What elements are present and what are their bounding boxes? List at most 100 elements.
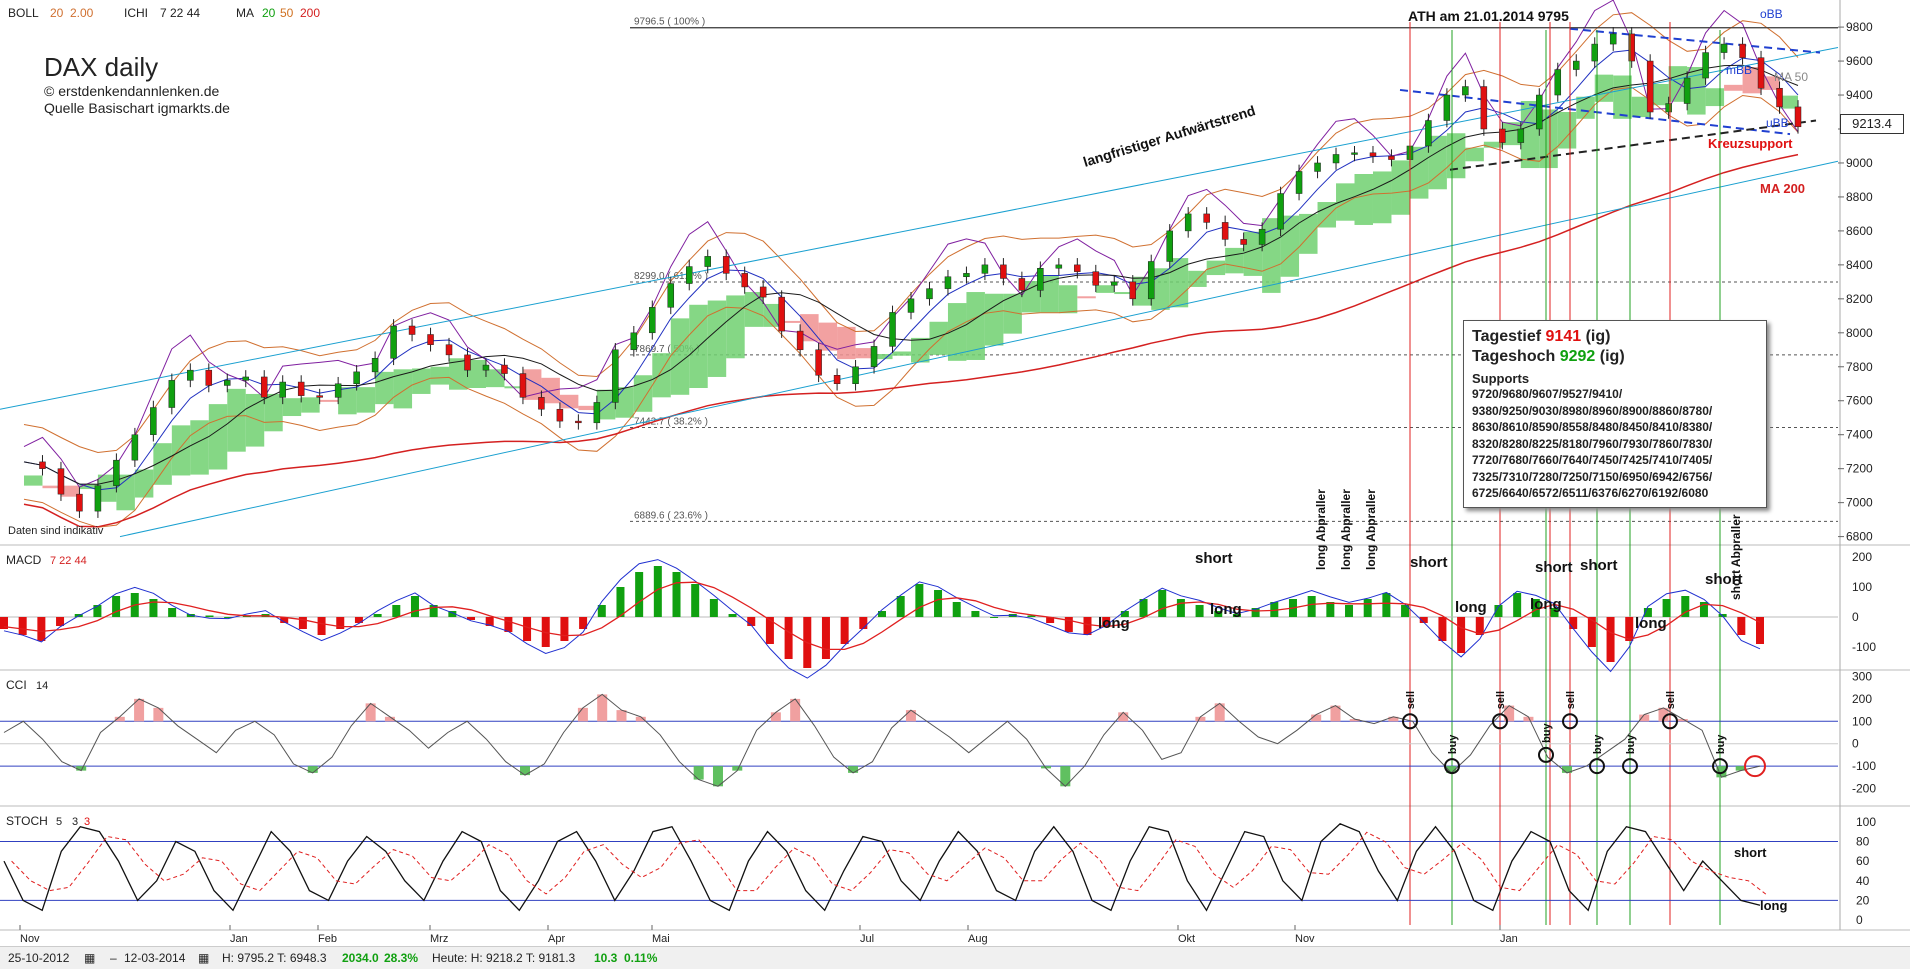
footer-stats-pct: 28.3% bbox=[384, 951, 419, 965]
ichimoku-cloud-segment bbox=[1391, 160, 1410, 215]
footer-today-pct: 0.11% bbox=[624, 951, 658, 965]
candle-body bbox=[1037, 268, 1044, 291]
ichimoku-cloud-segment bbox=[1650, 83, 1669, 106]
macd-histogram-bar bbox=[653, 566, 662, 617]
candle-body bbox=[1794, 106, 1802, 128]
ichimoku-cloud-segment bbox=[1705, 88, 1725, 107]
macd-histogram-bar bbox=[149, 599, 158, 617]
calendar-from-icon[interactable]: ▦ bbox=[84, 951, 96, 965]
candle-body bbox=[1295, 171, 1303, 194]
macd-histogram-bar bbox=[1401, 605, 1410, 617]
candle-body bbox=[94, 485, 102, 512]
ichimoku-cloud-segment bbox=[1409, 146, 1429, 199]
ichimoku-cloud-segment bbox=[134, 469, 154, 498]
ichimoku-cloud-segment bbox=[522, 369, 542, 400]
stoch-tick-label: 60 bbox=[1856, 854, 1870, 868]
macd-histogram-bar bbox=[635, 572, 644, 617]
macd-histogram-bar bbox=[1139, 599, 1148, 617]
candle-body bbox=[1074, 264, 1081, 272]
x-tick-label: Jul bbox=[860, 933, 874, 945]
sell-label: sell bbox=[1405, 691, 1417, 709]
candle-body bbox=[1702, 52, 1709, 79]
cci-overbought-area bbox=[1195, 716, 1206, 722]
legend-ichi-p: 7 22 44 bbox=[160, 6, 200, 20]
macd-histogram-bar bbox=[298, 617, 307, 629]
macd-histogram-bar bbox=[1457, 617, 1466, 653]
cci-overbought-area bbox=[1388, 716, 1399, 722]
ichimoku-cloud-segment bbox=[42, 485, 61, 489]
y-tick-label: 7800 bbox=[1846, 360, 1873, 374]
candle-body bbox=[205, 369, 213, 386]
macd-title: MACD bbox=[6, 553, 42, 567]
macd-histogram-bar bbox=[1569, 617, 1578, 629]
cci-oversold-area bbox=[693, 766, 704, 780]
chart-title-block: DAX daily © erstdenkendannlenken.de Quel… bbox=[44, 52, 230, 117]
macd-histogram-bar bbox=[205, 615, 214, 617]
candle-body bbox=[593, 402, 601, 424]
macd-histogram-bar bbox=[1382, 593, 1391, 617]
candle-body bbox=[1443, 94, 1451, 121]
candle-body bbox=[1665, 103, 1672, 113]
stoch-tick-label: 100 bbox=[1856, 815, 1876, 829]
legend-ma-p2: 50 bbox=[280, 6, 294, 20]
legend-ichi: ICHI bbox=[124, 6, 148, 20]
chart-title: DAX daily bbox=[44, 52, 159, 82]
candle-body bbox=[1388, 155, 1395, 160]
macd-histogram-bar bbox=[1681, 596, 1690, 617]
macd-signal-label: long bbox=[1210, 601, 1242, 618]
macd-histogram-bar bbox=[728, 614, 737, 617]
candle-body bbox=[1369, 152, 1377, 157]
ichimoku-cloud-segment bbox=[1114, 292, 1133, 295]
ichimoku-cloud-segment bbox=[319, 399, 339, 402]
candle-body bbox=[334, 383, 342, 398]
calendar-to-icon[interactable]: ▦ bbox=[198, 951, 210, 965]
ichimoku-cloud-segment bbox=[892, 351, 911, 356]
candle-body bbox=[630, 332, 638, 351]
ichimoku-cloud-segment bbox=[1206, 260, 1226, 276]
candle-body bbox=[242, 376, 249, 381]
y-tick-label: 8400 bbox=[1846, 258, 1873, 272]
macd-histogram-bar bbox=[1737, 617, 1746, 635]
ichimoku-cloud-segment bbox=[929, 321, 948, 355]
macd-histogram-bar bbox=[1363, 599, 1372, 617]
cci-overbought-area bbox=[577, 707, 588, 722]
macd-histogram-bar bbox=[1550, 608, 1559, 617]
macd-histogram-bar bbox=[934, 590, 943, 617]
footer-stats: H: 9795.2 T: 6948.3 bbox=[222, 951, 327, 965]
candle-body bbox=[778, 296, 785, 332]
macd-histogram-bar bbox=[1643, 608, 1652, 617]
candle-body bbox=[796, 330, 804, 351]
macd-histogram-bar bbox=[859, 617, 868, 629]
cci-overbought-area bbox=[597, 694, 608, 722]
ichimoku-cloud-segment bbox=[855, 348, 875, 359]
tagestief-row: Tagestief 9141 (ig) bbox=[1472, 327, 1758, 347]
ichimoku-cloud-segment bbox=[1668, 66, 1688, 102]
candle-body bbox=[1739, 43, 1746, 58]
candle-body bbox=[57, 468, 65, 495]
cci-overbought-area bbox=[1504, 705, 1515, 722]
y-tick-label: 8000 bbox=[1846, 326, 1873, 340]
cci-overbought-area bbox=[1523, 716, 1534, 722]
x-tick-label: Apr bbox=[548, 933, 565, 945]
stoch-tick-label: 80 bbox=[1856, 834, 1870, 848]
candle-body bbox=[1646, 60, 1654, 113]
candle-body bbox=[1092, 271, 1100, 286]
candle-body bbox=[76, 493, 83, 512]
ichimoku-cloud-segment bbox=[966, 292, 985, 360]
cci-oversold-area bbox=[732, 766, 743, 771]
legend-boll-p1: 20 bbox=[50, 6, 64, 20]
candle-body bbox=[538, 397, 545, 410]
candle-body bbox=[427, 334, 434, 345]
supports-line: 7720/7680/7660/7640/7450/7425/7410/7405/ bbox=[1472, 453, 1713, 467]
ichimoku-cloud-segment bbox=[559, 394, 579, 409]
ichimoku-cloud-segment bbox=[1077, 296, 1096, 299]
ichimoku-cloud-segment bbox=[1372, 171, 1392, 224]
chart-subtitle-1: © erstdenkendannlenken.de bbox=[44, 83, 220, 99]
ichimoku-cloud-segment bbox=[1225, 247, 1244, 274]
candle-body bbox=[519, 373, 527, 398]
sell-marker bbox=[1492, 713, 1508, 730]
current-signal-marker bbox=[1744, 755, 1766, 778]
ichimoku-cloud-segment bbox=[338, 387, 357, 415]
ichimoku-cloud-segment bbox=[1354, 174, 1373, 225]
ichimoku-cloud-segment bbox=[1520, 100, 1540, 169]
